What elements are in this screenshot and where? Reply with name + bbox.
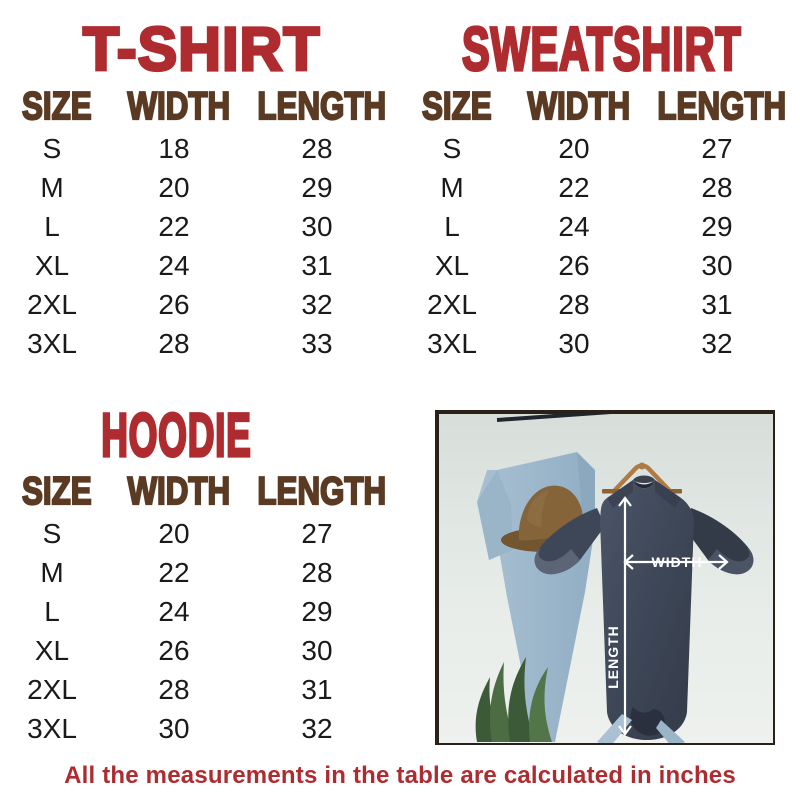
svg-text:LENGTH: LENGTH xyxy=(605,625,621,689)
svg-text:WIDTH: WIDTH xyxy=(652,554,703,570)
